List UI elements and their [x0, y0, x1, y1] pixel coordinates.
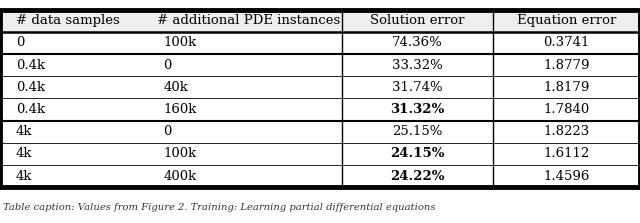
Text: # data samples: # data samples: [16, 14, 120, 27]
Text: Equation error: Equation error: [516, 14, 616, 27]
Text: 1.8179: 1.8179: [543, 81, 589, 94]
Text: Solution error: Solution error: [371, 14, 465, 27]
Text: 1.8223: 1.8223: [543, 125, 589, 138]
Text: 0: 0: [163, 58, 172, 72]
Text: 4k: 4k: [16, 125, 33, 138]
Bar: [0, 10, 640, 32]
Text: 1.4596: 1.4596: [543, 170, 589, 183]
Text: 0: 0: [16, 36, 24, 49]
Text: 33.32%: 33.32%: [392, 58, 443, 72]
Text: 1.7840: 1.7840: [543, 103, 589, 116]
Text: # additional PDE instances: # additional PDE instances: [157, 14, 340, 27]
Text: Table caption: Values from Figure 2. Training: Learning partial differential equ: Table caption: Values from Figure 2. Tra…: [3, 203, 436, 212]
Text: 0.3741: 0.3741: [543, 36, 589, 49]
Text: 160k: 160k: [163, 103, 196, 116]
Text: 1.8779: 1.8779: [543, 58, 589, 72]
Text: 400k: 400k: [163, 170, 196, 183]
Text: 24.22%: 24.22%: [390, 170, 445, 183]
Bar: [0, 10, 640, 187]
Text: 74.36%: 74.36%: [392, 36, 443, 49]
Text: 0.4k: 0.4k: [16, 81, 45, 94]
Text: 4k: 4k: [16, 170, 33, 183]
Text: 0.4k: 0.4k: [16, 103, 45, 116]
Text: 40k: 40k: [163, 81, 188, 94]
Text: 31.74%: 31.74%: [392, 81, 443, 94]
Bar: [0, 10, 640, 187]
Text: 1.6112: 1.6112: [543, 147, 589, 161]
Text: 4k: 4k: [16, 147, 33, 161]
Text: 100k: 100k: [163, 36, 196, 49]
Text: 25.15%: 25.15%: [392, 125, 443, 138]
Text: 31.32%: 31.32%: [390, 103, 445, 116]
Text: 24.15%: 24.15%: [390, 147, 445, 161]
Text: 100k: 100k: [163, 147, 196, 161]
Text: 0.4k: 0.4k: [16, 58, 45, 72]
Text: 0: 0: [163, 125, 172, 138]
